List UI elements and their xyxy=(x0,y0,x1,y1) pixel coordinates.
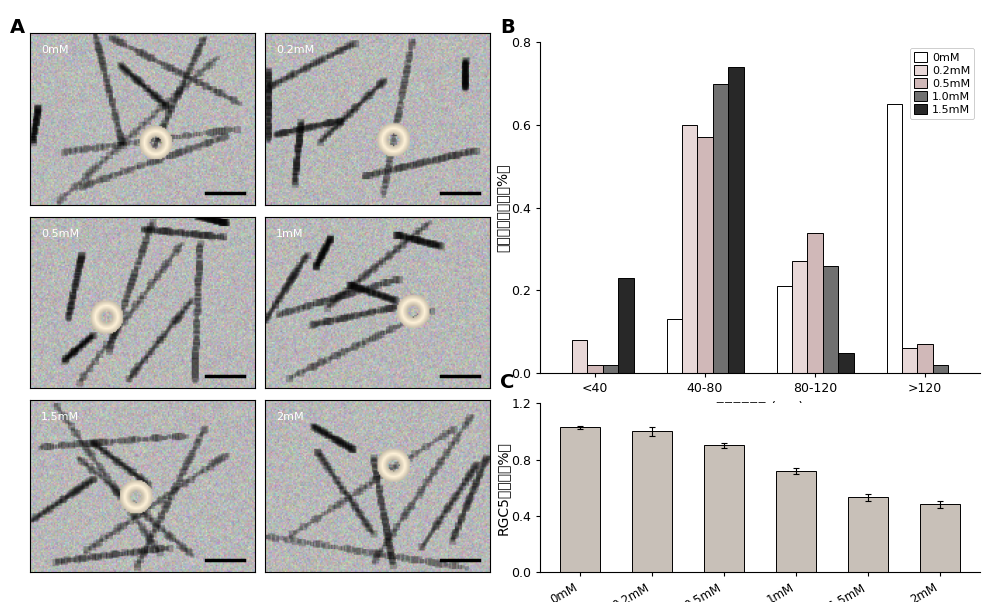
Bar xyxy=(823,265,838,373)
Bar xyxy=(848,497,888,572)
Bar xyxy=(776,471,816,572)
Text: B: B xyxy=(500,18,515,37)
Y-axis label: RGC5存活率（%）: RGC5存活率（%） xyxy=(496,441,510,535)
Bar xyxy=(603,365,618,373)
Y-axis label: 细胞数量百分比（%）: 细胞数量百分比（%） xyxy=(496,163,510,252)
Bar xyxy=(728,67,744,373)
Bar xyxy=(917,344,933,373)
Text: 0.5mM: 0.5mM xyxy=(41,229,79,239)
Bar xyxy=(713,84,728,373)
Bar xyxy=(560,427,600,572)
Bar xyxy=(632,432,672,572)
Legend: 0mM, 0.2mM, 0.5mM, 1.0mM, 1.5mM: 0mM, 0.2mM, 0.5mM, 1.0mM, 1.5mM xyxy=(910,48,974,119)
Text: C: C xyxy=(500,373,514,393)
Bar xyxy=(838,353,854,373)
Bar xyxy=(682,125,697,373)
Text: 0.2mM: 0.2mM xyxy=(276,45,314,55)
Text: 1mM: 1mM xyxy=(276,229,304,239)
Bar xyxy=(704,445,744,572)
Bar xyxy=(887,104,902,373)
Bar xyxy=(572,340,587,373)
X-axis label: 最长突起长度 (μm): 最长突起长度 (μm) xyxy=(716,401,804,415)
Bar xyxy=(666,320,682,373)
Bar xyxy=(902,349,917,373)
Bar xyxy=(920,504,960,572)
Text: 2mM: 2mM xyxy=(276,412,304,423)
Bar xyxy=(587,365,603,373)
Bar xyxy=(618,278,634,373)
Bar xyxy=(933,365,948,373)
Bar xyxy=(697,137,713,373)
Bar xyxy=(792,261,807,373)
Bar xyxy=(776,287,792,373)
Text: 0mM: 0mM xyxy=(41,45,69,55)
Text: 1.5mM: 1.5mM xyxy=(41,412,79,423)
Bar xyxy=(807,232,823,373)
Text: A: A xyxy=(10,18,25,37)
